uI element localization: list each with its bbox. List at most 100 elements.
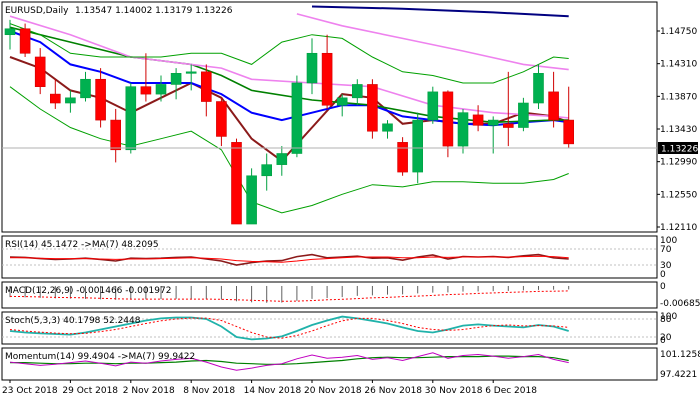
rsi-pane-frame xyxy=(1,235,658,279)
overlay-line-bb xyxy=(9,23,569,84)
overlay-line-ma_slow xyxy=(311,5,569,18)
candle-bear xyxy=(231,142,242,225)
price-tick-label: 1.13430 xyxy=(660,125,697,135)
candle-bull xyxy=(412,119,424,173)
background-layer xyxy=(2,248,657,338)
last-price-tag xyxy=(658,142,698,154)
candle-bear xyxy=(442,91,454,147)
candle-bull xyxy=(261,164,273,177)
overlay-line-ma_green xyxy=(9,26,569,124)
candle-bear xyxy=(216,101,227,137)
indicator-tick-label: 80 xyxy=(660,315,672,325)
candle-bull xyxy=(246,175,257,225)
rsi-title: RSI(14) 45.1472 ->MA(7) 48.2095 xyxy=(5,240,159,250)
price-tick-label: 1.13870 xyxy=(660,92,697,102)
rsi-line xyxy=(9,253,569,266)
overlay-lines xyxy=(9,5,570,214)
candle-bear xyxy=(34,56,46,87)
candle-bear xyxy=(201,71,212,102)
momentum-pane-frame xyxy=(1,347,658,381)
indicator-tick-label: 0 xyxy=(660,270,666,280)
indicator-tick-label: 70 xyxy=(660,245,672,255)
time-tick-label: 30 Nov 2018 xyxy=(425,386,483,396)
macd-title: MACD(12,26,9) -0.001466 -0.001972 xyxy=(5,286,171,296)
time-tick-label: 26 Nov 2018 xyxy=(364,386,422,396)
candles xyxy=(4,19,575,225)
indicator-tick-label: 30 xyxy=(660,261,672,271)
indicator-tick-label: 20 xyxy=(660,333,672,343)
time-axis: 23 Oct 2018 29 Oct 2018 2 Nov 2018 8 Nov 20… xyxy=(2,380,537,396)
overlay-line-ma_pink xyxy=(296,13,569,71)
candle-bear xyxy=(397,142,408,173)
price-tick-label: 1.12990 xyxy=(660,158,697,168)
candle-bull xyxy=(336,97,348,106)
candle-bull xyxy=(80,78,91,99)
stoch-k-line xyxy=(9,315,569,341)
symbol-label: EURUSD,Daily xyxy=(5,6,69,16)
candle-bear xyxy=(367,84,378,132)
price-tick-label: 1.12550 xyxy=(660,190,697,200)
time-tick-label: 14 Nov 2018 xyxy=(244,386,302,396)
candle-bear xyxy=(548,91,559,121)
candle-bull xyxy=(155,84,167,95)
candle-bull xyxy=(518,102,529,128)
stoch-title: Stoch(5,3,3) 40.1798 52.2448 xyxy=(5,316,141,326)
momentum-line xyxy=(9,352,569,371)
candle-bear xyxy=(19,28,31,54)
indicator-tick-label: 101.1258 xyxy=(660,350,700,360)
price-tick-label: 1.12110 xyxy=(660,223,697,233)
stoch-d-line xyxy=(9,317,569,339)
candle-bear xyxy=(502,123,514,128)
time-tick-label: 2 Nov 2018 xyxy=(123,386,175,396)
time-tick-label: 8 Nov 2018 xyxy=(183,386,235,396)
overlay-line-ma_fast xyxy=(9,56,570,163)
stoch-pane-frame xyxy=(1,311,658,345)
candle-bear xyxy=(110,119,121,151)
candle-bull xyxy=(185,71,197,74)
time-tick-label: 6 Dec 2018 xyxy=(485,386,537,396)
time-tick-label: 20 Nov 2018 xyxy=(304,386,362,396)
candle-bull xyxy=(427,91,439,121)
indicator-tick-label: 100 xyxy=(660,312,677,322)
time-tick-label: 23 Oct 2018 xyxy=(2,386,58,396)
candle-bear xyxy=(321,52,333,106)
indicator-tick-label: 0 xyxy=(660,336,666,346)
pane-frames xyxy=(1,1,658,381)
candle-bull xyxy=(487,119,499,126)
candle-bull xyxy=(291,82,303,154)
indicator-lines xyxy=(9,253,570,371)
indicator-tick-label: 0 xyxy=(660,282,666,292)
overlay-line-ma_pink xyxy=(9,15,569,119)
indicator-tick-label: 97.4221 xyxy=(660,370,697,380)
momentum-title: Momentum(14) 99.4904 ->MA(7) 99.9422 xyxy=(5,352,195,362)
price-tick-label: 1.14310 xyxy=(660,60,697,70)
time-tick-label: 29 Oct 2018 xyxy=(62,386,118,396)
candle-bear xyxy=(472,114,484,126)
candle-bull xyxy=(382,123,393,132)
candle-bull xyxy=(170,73,182,85)
candle-bull xyxy=(65,97,76,104)
candle-bull xyxy=(457,112,469,147)
overlay-line-bb xyxy=(9,86,569,214)
candle-bull xyxy=(306,52,318,84)
candle-bull xyxy=(125,86,137,151)
macd-pane-frame xyxy=(1,281,658,309)
price-tick-label: 1.14750 xyxy=(660,27,697,37)
candle-bear xyxy=(140,86,152,95)
candle-bull xyxy=(351,84,363,99)
indicator-tick-label: 100 xyxy=(660,236,677,246)
candle-bull xyxy=(276,153,288,165)
candle-bear xyxy=(563,119,575,145)
candle-bear xyxy=(49,93,61,104)
candle-bull xyxy=(4,28,16,36)
macd-signal-line xyxy=(9,290,569,302)
candle-bull xyxy=(533,73,544,104)
ohlc-label: 1.13547 1.14002 1.13179 1.13226 xyxy=(75,6,233,16)
price-axis: 1.14750 1.14310 1.13870 1.13430 1.12990 1.125… xyxy=(657,27,700,380)
rsi-ma-line xyxy=(10,255,569,263)
candle-bear xyxy=(95,78,106,121)
main-pane-frame xyxy=(1,1,658,233)
